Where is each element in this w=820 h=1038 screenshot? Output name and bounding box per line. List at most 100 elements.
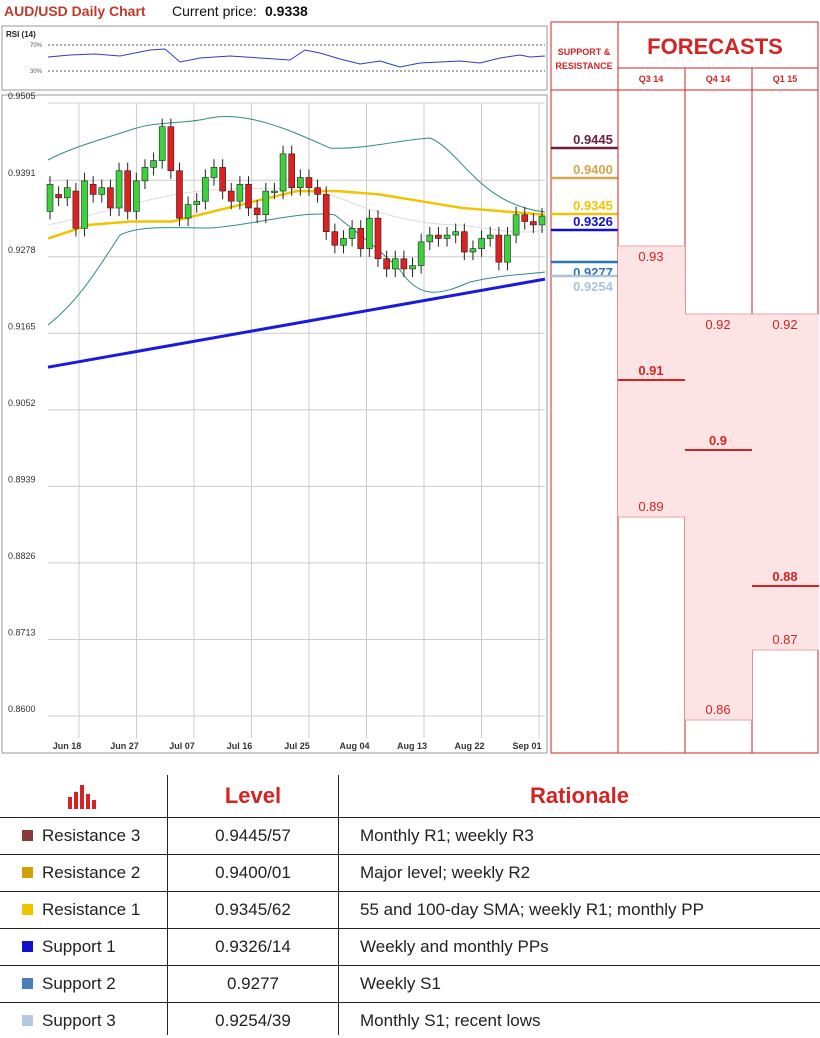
sr-panel: [550, 21, 619, 754]
forecast-col-label: Q3 14: [639, 74, 664, 84]
forecast-columns: Q3 14 0.93 0.91 0.89 Q4 14 0.92 0.9 0.86 Q1 15 0.…: [618, 74, 819, 721]
row-name-text: Resistance 3: [42, 825, 141, 845]
x-tick-label: Jun 18: [53, 741, 82, 751]
candle-body: [530, 221, 537, 226]
candle-body: [271, 190, 278, 193]
forecast-low-label: 0.87: [772, 632, 797, 647]
forecast-low-label: 0.89: [638, 499, 663, 514]
chart-area: AUD/USD Daily Chart Current price: 0.933…: [1, 3, 819, 754]
sr-level-label: 0.9445: [573, 132, 613, 147]
candle-body: [478, 238, 485, 249]
row-rationale: Monthly R1; weekly R3: [360, 825, 534, 845]
row-color-swatch: [22, 904, 33, 915]
bollinger-upper: [47, 116, 546, 213]
forecast-high-label: 0.92: [705, 317, 730, 332]
candle-body: [279, 153, 287, 192]
candle-body: [184, 204, 192, 219]
y-tick-label: 0.9505: [8, 91, 36, 101]
table-row: Support 2 0.9277 Weekly S1: [0, 965, 820, 1001]
candle-body: [219, 167, 226, 192]
candle-body: [357, 228, 365, 249]
candle-body: [55, 194, 62, 199]
row-name-text: Support 2: [42, 973, 116, 993]
candle-body: [167, 126, 175, 172]
y-tick-label: 0.8826: [8, 551, 36, 561]
row-color-swatch: [22, 978, 33, 989]
row-name: Support 3: [22, 1003, 116, 1038]
y-axis: 0.9505 0.9391 0.9278 0.9165 0.9052 0.8939 0.88…: [8, 91, 36, 714]
row-name-text: Resistance 2: [42, 862, 141, 882]
candle-body: [383, 258, 390, 270]
y-tick-label: 0.8713: [8, 627, 36, 637]
forecast-range-fill: [752, 314, 819, 650]
row-level: 0.9400/01: [215, 862, 291, 882]
candle-body: [63, 187, 71, 199]
x-tick-label: Aug 22: [454, 741, 484, 751]
forecast-col-label: Q4 14: [706, 74, 731, 84]
x-tick-label: Jun 27: [110, 741, 139, 751]
y-tick-label: 0.9278: [8, 245, 36, 255]
candle-body: [133, 180, 140, 212]
candle-body: [193, 200, 201, 205]
forecast-col-label: Q1 15: [773, 74, 798, 84]
sr-title-2: RESISTANCE: [555, 61, 612, 71]
grid: [48, 102, 545, 738]
candle-body: [72, 190, 80, 229]
y-tick-label: 0.8939: [8, 474, 36, 484]
candle-body: [141, 167, 149, 182]
x-tick-label: Aug 13: [397, 741, 427, 751]
candle-body: [210, 167, 218, 178]
bar-chart-icon: [67, 785, 96, 809]
row-color-swatch: [22, 867, 33, 878]
chart-title: AUD/USD Daily Chart: [4, 3, 146, 19]
row-level: 0.9345/62: [215, 899, 291, 919]
candle-body: [486, 234, 494, 239]
candle-body: [435, 234, 442, 239]
forecast-mid-label: 0.91: [638, 363, 663, 378]
y-tick-label: 0.9391: [8, 168, 36, 178]
candle-body: [158, 126, 166, 161]
candle-body: [538, 215, 546, 226]
table-header-icon: [0, 775, 167, 817]
candle-body: [426, 234, 434, 243]
row-name: Resistance 3: [22, 818, 140, 853]
candle-body: [521, 214, 529, 222]
candle-body: [245, 183, 252, 209]
candle-body: [202, 177, 209, 202]
candle-body: [443, 234, 451, 239]
candle-body: [115, 170, 123, 209]
row-level: 0.9326/14: [215, 936, 291, 956]
table-row: Resistance 3 0.9445/57 Monthly R1; weekly …: [0, 817, 820, 853]
sr-title-1: SUPPORT &: [558, 47, 611, 57]
row-rationale: Weekly S1: [360, 973, 441, 993]
candles: [46, 118, 546, 278]
candle-body: [469, 248, 477, 253]
sma-55-line: [47, 189, 546, 240]
candle-body: [227, 190, 235, 202]
sma-200-line: [47, 277, 546, 369]
candle-body: [297, 177, 304, 188]
row-name-text: Support 1: [42, 936, 116, 956]
bollinger-mid: [47, 187, 546, 233]
y-tick-label: 0.9052: [8, 398, 36, 408]
y-tick-label: 0.8600: [8, 704, 36, 714]
candle-body: [305, 177, 313, 188]
x-tick-label: Aug 04: [339, 741, 369, 751]
candle-body: [124, 170, 131, 212]
rsi-label: RSI (14): [6, 30, 36, 39]
table-row: Support 1 0.9326/14 Weekly and monthly PPs: [0, 928, 820, 964]
row-name-text: Support 3: [42, 1010, 116, 1030]
candle-body: [81, 180, 88, 229]
table-divider-1: [167, 775, 168, 1035]
price-panel: [1, 94, 548, 754]
candle-body: [253, 207, 261, 216]
candle-body: [400, 258, 408, 270]
y-tick-label: 0.9165: [8, 321, 36, 331]
price-value: 0.9338: [265, 3, 308, 19]
candle-body: [46, 183, 54, 212]
candle-body: [107, 187, 114, 209]
row-name: Support 2: [22, 966, 116, 1001]
candle-body: [374, 217, 382, 260]
candle-body: [391, 258, 399, 270]
